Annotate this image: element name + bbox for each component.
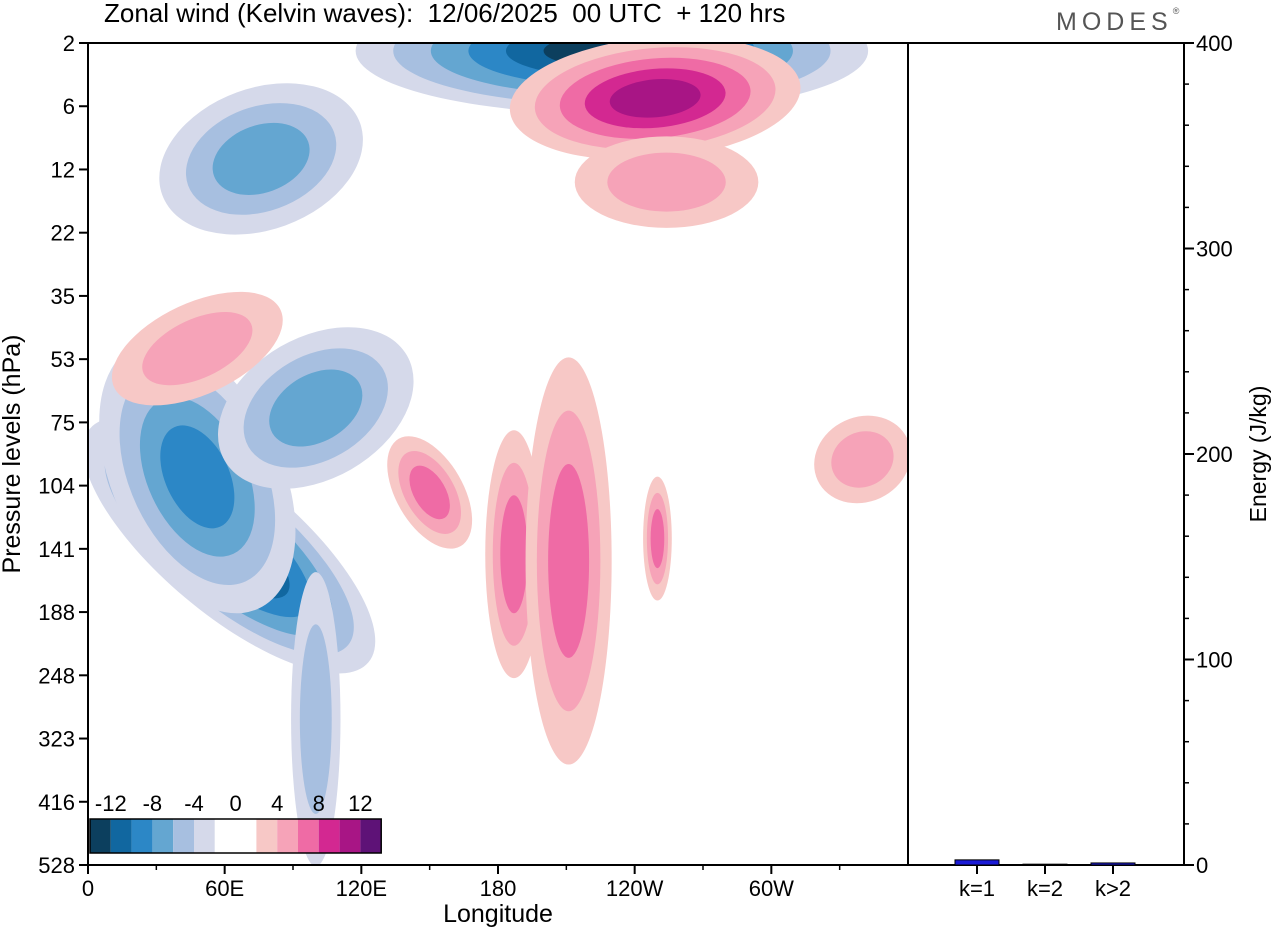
- y-tick-label: 2: [63, 31, 75, 56]
- colorbar-cell: [194, 819, 215, 853]
- y-axis-label: Pressure levels (hPa): [0, 335, 26, 574]
- x-tick-label: 120E: [336, 876, 387, 901]
- energy-bar: [954, 859, 1000, 866]
- y-tick-label: 323: [38, 727, 75, 752]
- contour-feature: [218, 327, 414, 489]
- x-tick-label: 0: [82, 876, 94, 901]
- contour-feature: [159, 83, 363, 235]
- y-tick-label: 188: [38, 600, 75, 625]
- contour-shell: [548, 464, 590, 658]
- energy-panel-frame: [907, 42, 1185, 866]
- colorbar-cell: [173, 819, 194, 853]
- modes-logo: MODES®: [1056, 6, 1180, 37]
- colorbar-tick-label: 4: [271, 791, 283, 816]
- y-tick-label: 12: [51, 157, 75, 182]
- colorbar-cell: [277, 819, 298, 853]
- contour-shell: [269, 369, 363, 447]
- colorbar-cell: [235, 819, 257, 853]
- colorbar-tick-label: -4: [184, 791, 204, 816]
- colorbar-cell: [256, 819, 278, 853]
- contour-feature: [387, 436, 473, 549]
- chart-title: Zonal wind (Kelvin waves): 12/06/2025 00…: [104, 0, 786, 28]
- x-tick-label: 120W: [606, 876, 664, 901]
- registered-mark: ®: [1172, 6, 1180, 16]
- contour-feature: [814, 415, 908, 504]
- energy-y-tick-label: 0: [1196, 853, 1208, 878]
- y-tick-label: 104: [38, 474, 75, 499]
- colorbar-tick-label: -8: [143, 791, 163, 816]
- logo-text: MODES: [1056, 8, 1173, 36]
- bar-x-tick-label: k>2: [1095, 876, 1131, 901]
- contour-shell: [609, 79, 701, 118]
- x-axis-label: Longitude: [443, 900, 553, 928]
- x-tick-label: 60W: [749, 876, 794, 901]
- x-tick-label: 180: [480, 876, 517, 901]
- colorbar-cell: [360, 819, 382, 853]
- colorbar-cell: [110, 819, 132, 853]
- contour-feature: [525, 357, 612, 765]
- energy-y-tick-label: 200: [1196, 442, 1233, 467]
- contour-shell: [607, 152, 726, 212]
- colorbar-cell: [131, 819, 153, 853]
- energy-axis-label: Energy (J/kg): [1245, 386, 1271, 523]
- colorbar-border: [89, 818, 382, 854]
- contour-shell: [212, 122, 310, 195]
- contour-feature: [111, 291, 283, 406]
- energy-y-axis: 0 100 200 300 400: [1184, 31, 1233, 878]
- colorbar-cell: [90, 819, 111, 853]
- heatmap-y-axis: 2 6 12 22 35 53 75 104 141 188 248 323 416 528: [38, 31, 88, 878]
- bar-x-tick-label: k=1: [959, 876, 995, 901]
- y-tick-label: 22: [51, 221, 75, 246]
- contour-feature: [643, 476, 672, 601]
- energy-y-tick-label: 300: [1196, 237, 1233, 262]
- colorbar-cell: [339, 819, 361, 853]
- contour-shell: [409, 465, 450, 520]
- energy-y-tick-label: 400: [1196, 31, 1233, 56]
- contour-feature: [291, 572, 341, 864]
- colorbar-cell: [298, 819, 319, 853]
- contour-shell: [160, 425, 235, 529]
- y-tick-label: 528: [38, 853, 75, 878]
- bar-x-tick-label: k=2: [1027, 876, 1063, 901]
- y-tick-label: 75: [51, 410, 75, 435]
- energy-bars: [954, 859, 1136, 866]
- contour-shell: [831, 431, 894, 488]
- y-tick-label: 248: [38, 663, 75, 688]
- contour-shell: [142, 311, 253, 386]
- colorbar-tick-label: -12: [95, 791, 127, 816]
- y-tick-label: 35: [51, 284, 75, 309]
- colorbar-tick-label: 0: [229, 791, 241, 816]
- colorbar-cell: [214, 819, 236, 853]
- y-tick-label: 416: [38, 790, 75, 815]
- x-tick-label: 60E: [205, 876, 244, 901]
- colorbar: -12 -8 -4 0 4 8 12: [89, 791, 382, 854]
- heatmap-x-axis: 0 60E 120E 180 120W 60W: [82, 865, 841, 901]
- y-tick-label: 6: [63, 94, 75, 119]
- y-tick-label: 141: [38, 537, 75, 562]
- y-tick-label: 53: [51, 347, 75, 372]
- heatmap-contours: [89, 44, 908, 864]
- contour-feature: [574, 136, 759, 228]
- contour-feature: [509, 44, 801, 161]
- contour-shell: [299, 624, 332, 814]
- contour-shell: [500, 495, 528, 614]
- colorbar-tick-label: 8: [313, 791, 325, 816]
- energy-y-tick-label: 100: [1196, 648, 1233, 673]
- colorbar-cell: [318, 819, 340, 853]
- energy-bar: [1090, 862, 1136, 866]
- colorbar-tick-label: 12: [348, 791, 372, 816]
- colorbar-cell: [152, 819, 174, 853]
- energy-bar: [1022, 863, 1068, 866]
- energy-x-axis: k=1 k=2 k>2: [959, 865, 1131, 901]
- contour-shell: [650, 509, 665, 569]
